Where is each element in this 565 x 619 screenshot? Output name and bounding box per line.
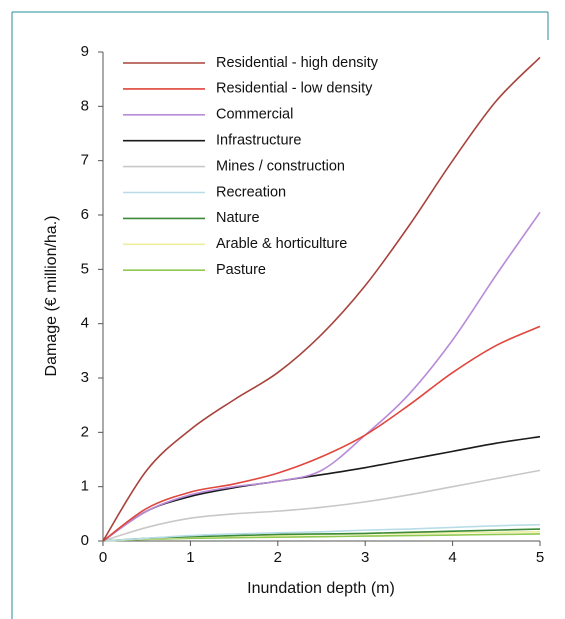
y-tick-label: 8 — [81, 97, 89, 114]
y-axis-label: Damage (€ million/ha.) — [43, 216, 60, 377]
y-tick-label: 3 — [81, 369, 89, 386]
legend-label: Residential - low density — [216, 81, 373, 97]
data-line — [102, 523, 541, 542]
y-tick-label: 7 — [81, 152, 89, 169]
data-line — [102, 435, 541, 542]
y-tick-label: 5 — [81, 260, 89, 277]
x-tick-label: 4 — [448, 549, 456, 566]
data-line — [102, 533, 541, 542]
y-tick-label: 9 — [81, 43, 89, 60]
data-line — [102, 469, 541, 542]
x-tick-label: 1 — [186, 549, 194, 566]
legend-label: Commercial — [216, 107, 293, 123]
data-line — [102, 211, 541, 542]
y-tick-label: 0 — [81, 532, 89, 549]
legend-label: Recreation — [216, 184, 286, 200]
x-tick-label: 0 — [99, 549, 107, 566]
legend-label: Infrastructure — [216, 133, 301, 149]
data-line — [102, 56, 541, 542]
y-tick-label: 4 — [81, 315, 89, 332]
legend-label: Pasture — [216, 262, 266, 278]
legend-label: Arable & horticulture — [216, 236, 347, 252]
y-tick-label: 1 — [81, 478, 89, 495]
legend-label: Nature — [216, 210, 260, 226]
x-axis-label: Inundation depth (m) — [247, 580, 395, 597]
legend-label: Mines / construction — [216, 158, 345, 174]
legend-label: Residential - high density — [216, 55, 379, 71]
y-tick-label: 2 — [81, 423, 89, 440]
data-line — [102, 325, 541, 542]
y-tick-label: 6 — [81, 206, 89, 223]
x-tick-label: 3 — [361, 549, 369, 566]
x-tick-label: 5 — [536, 549, 544, 566]
x-tick-label: 2 — [274, 549, 282, 566]
